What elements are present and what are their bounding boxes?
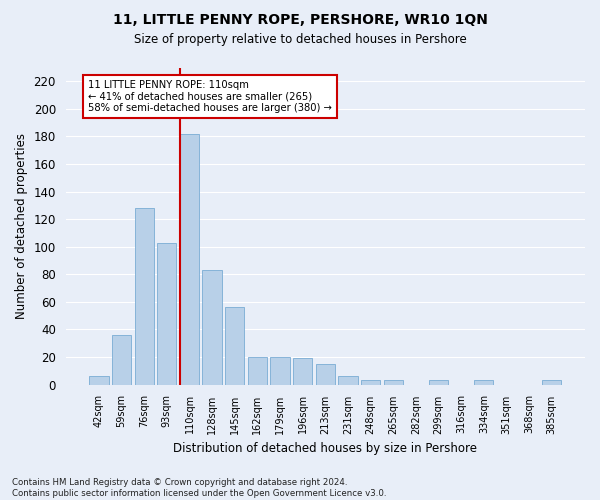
Bar [112,335,131,384]
Text: 11, LITTLE PENNY ROPE, PERSHORE, WR10 1QN: 11, LITTLE PENNY ROPE, PERSHORE, WR10 1Q… [113,12,487,26]
Bar [248,357,267,384]
Bar [157,242,176,384]
Text: Size of property relative to detached houses in Pershore: Size of property relative to detached ho… [134,32,466,46]
Bar [271,357,290,384]
Bar [225,308,244,384]
Bar [542,380,562,384]
Bar [338,376,358,384]
X-axis label: Distribution of detached houses by size in Pershore: Distribution of detached houses by size … [173,442,478,455]
Bar [429,380,448,384]
Bar [134,208,154,384]
Bar [180,134,199,384]
Y-axis label: Number of detached properties: Number of detached properties [15,133,28,319]
Bar [202,270,222,384]
Text: Contains HM Land Registry data © Crown copyright and database right 2024.
Contai: Contains HM Land Registry data © Crown c… [12,478,386,498]
Bar [293,358,313,384]
Text: 11 LITTLE PENNY ROPE: 110sqm
← 41% of detached houses are smaller (265)
58% of s: 11 LITTLE PENNY ROPE: 110sqm ← 41% of de… [88,80,332,113]
Bar [383,380,403,384]
Bar [89,376,109,384]
Bar [474,380,493,384]
Bar [361,380,380,384]
Bar [316,364,335,384]
